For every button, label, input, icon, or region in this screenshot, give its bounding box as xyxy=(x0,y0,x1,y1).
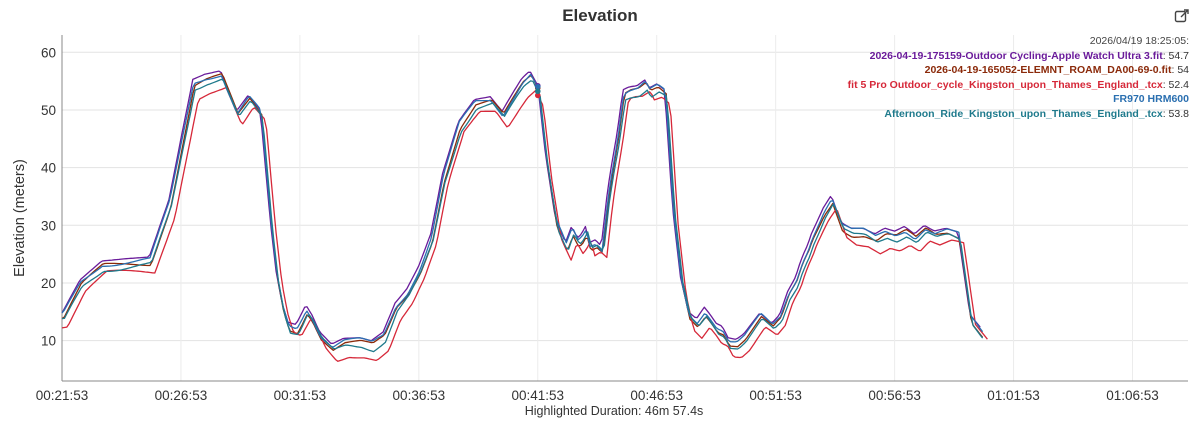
series-lines xyxy=(61,70,988,362)
export-icon[interactable] xyxy=(1174,8,1190,24)
series-line xyxy=(61,78,984,353)
chart-title: Elevation xyxy=(562,6,638,25)
legend-entry[interactable]: 2026-04-19-165052-ELEMNT_ROAM_DA00-69-0.… xyxy=(848,63,1189,78)
legend-entry[interactable]: fit 5 Pro Outdoor_cycle_Kingston_upon_Th… xyxy=(848,78,1189,93)
y-tick-label: 30 xyxy=(41,218,56,233)
legend-series-value: : 54.7 xyxy=(1162,49,1189,62)
legend-series-name: 2026-04-19-175159-Outdoor Cycling-Apple … xyxy=(869,49,1163,62)
legend-timestamp: 2026/04/19 18:25:05: xyxy=(1089,35,1189,47)
highlight-marker xyxy=(534,83,541,90)
x-tick-label: 00:56:53 xyxy=(868,388,921,403)
axes: 10 20 30 40 50 60 00:21:53 00:26:53 00:31:53 00:3… xyxy=(36,35,1188,403)
x-tick-label: 00:51:53 xyxy=(749,388,802,403)
legend-series-name: Afternoon_Ride_Kingston_upon_Thames_Engl… xyxy=(884,107,1163,120)
x-tick-label: 00:36:53 xyxy=(393,388,446,403)
legend-entry[interactable]: FR970 HRM600 xyxy=(848,92,1189,107)
y-tick-label: 40 xyxy=(41,161,56,176)
x-tick-label: 00:26:53 xyxy=(155,388,208,403)
legend-series-name: FR970 HRM600 xyxy=(1113,93,1189,106)
y-tick-label: 20 xyxy=(41,276,56,291)
y-tick-label: 60 xyxy=(41,45,56,60)
x-tick-label: 00:31:53 xyxy=(274,388,327,403)
x-tick-label: 01:06:53 xyxy=(1106,388,1159,403)
series-line xyxy=(61,86,988,362)
y-tick-label: 10 xyxy=(41,334,56,349)
legend-entry[interactable]: Afternoon_Ride_Kingston_upon_Thames_Engl… xyxy=(848,107,1189,122)
x-tick-label: 01:01:53 xyxy=(987,388,1040,403)
highlighted-duration: Highlighted Duration: 46m 57.4s xyxy=(524,404,704,418)
highlight-marker xyxy=(534,88,541,95)
series-line xyxy=(61,70,981,344)
legend-series-value: : 54 xyxy=(1171,64,1189,77)
legend-series-name: 2026-04-19-165052-ELEMNT_ROAM_DA00-69-0.… xyxy=(924,64,1172,77)
legend-series-value: : 53.8 xyxy=(1162,107,1189,120)
x-tick-label: 00:21:53 xyxy=(36,388,89,403)
y-tick-label: 50 xyxy=(41,103,56,118)
legend: 2026/04/19 18:25:05: 2026-04-19-175159-O… xyxy=(848,34,1189,122)
series-line xyxy=(61,73,984,351)
legend-series-name: fit 5 Pro Outdoor_cycle_Kingston_upon_Th… xyxy=(847,78,1163,91)
highlight-markers xyxy=(534,82,541,99)
x-tick-label: 00:41:53 xyxy=(511,388,564,403)
legend-entry[interactable]: 2026-04-19-175159-Outdoor Cycling-Apple … xyxy=(848,49,1189,64)
highlight-marker xyxy=(534,92,541,99)
x-tick-label: 00:46:53 xyxy=(630,388,683,403)
series-line xyxy=(61,73,984,348)
legend-series-value: : 52.4 xyxy=(1162,78,1189,91)
